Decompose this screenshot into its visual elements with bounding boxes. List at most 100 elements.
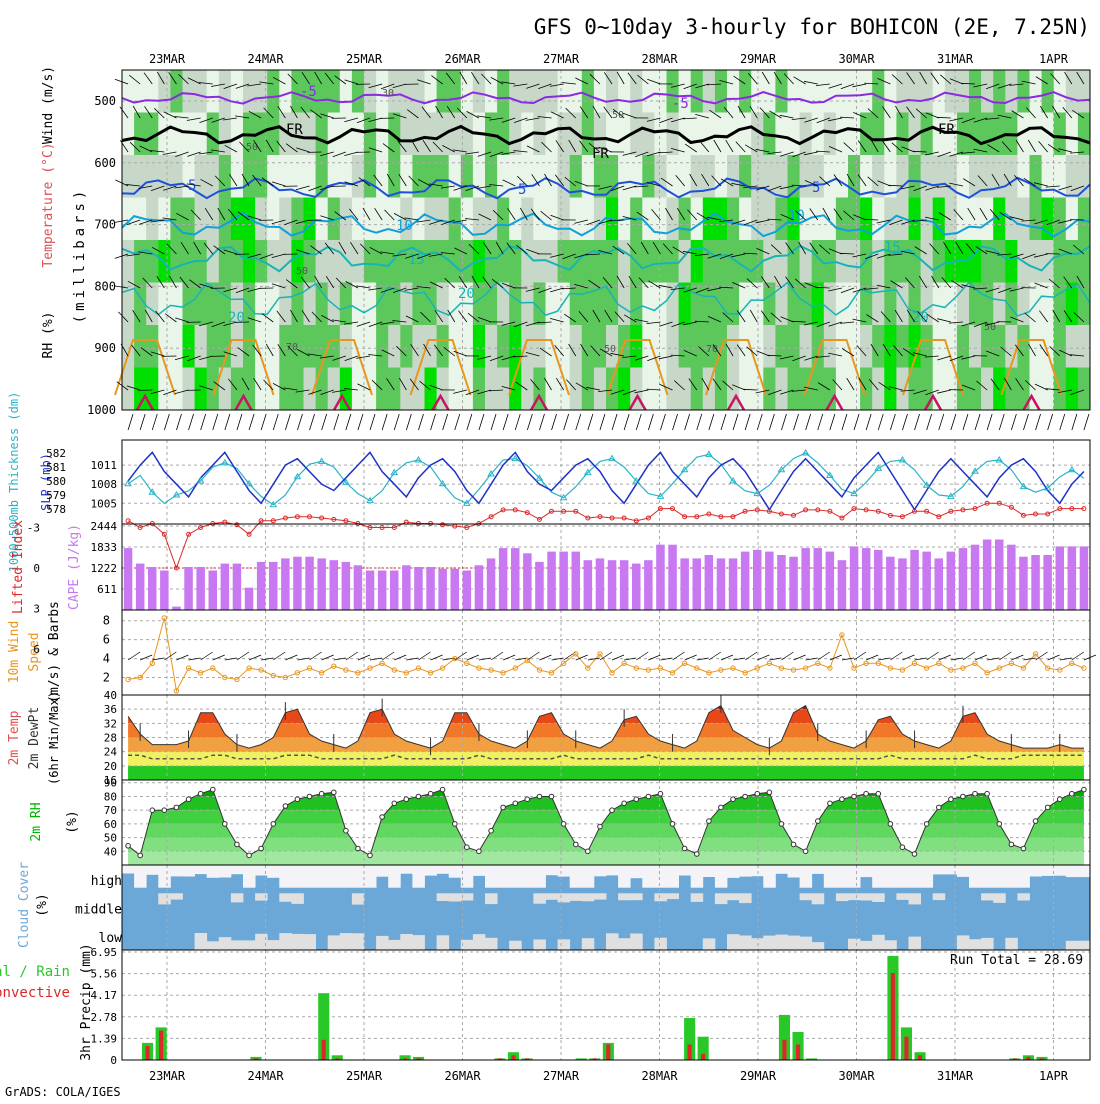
cloud-low-gap <box>207 941 220 950</box>
rh-cell <box>800 283 813 326</box>
rh-cell <box>933 240 946 283</box>
rh-cell <box>146 155 159 198</box>
cloud-high-gap <box>775 865 788 874</box>
wind-barb-10m <box>648 655 660 660</box>
rh-marker <box>416 794 421 799</box>
rh-cell <box>352 283 365 326</box>
li-tick: -3 <box>27 522 40 535</box>
rh-cell <box>122 198 135 241</box>
cape-bar <box>257 562 266 610</box>
cloud-low-gap <box>485 938 498 950</box>
precip-conv-bar <box>146 1046 150 1060</box>
cape-bar <box>814 548 823 610</box>
rh-marker <box>1082 787 1087 792</box>
rh-cell <box>364 198 377 241</box>
surface-barb <box>467 414 472 430</box>
wind-barb-10m <box>503 655 515 660</box>
cloud-high-gap <box>316 865 329 888</box>
rh-marker <box>561 822 566 827</box>
rh-ylabel-1: 2m RH <box>29 802 44 841</box>
rh-marker <box>235 842 240 847</box>
surface-barb <box>164 414 169 430</box>
rh-cell <box>134 240 147 283</box>
rh-marker <box>695 852 700 857</box>
surface-barb <box>370 414 375 430</box>
rh-cell <box>933 155 946 198</box>
cloud-high-gap <box>570 865 583 888</box>
cloud-low-gap <box>872 935 885 950</box>
li-tick: 0 <box>33 562 40 575</box>
surface-barb <box>769 414 774 430</box>
rh-marker <box>162 808 167 813</box>
rh-cell <box>195 325 208 368</box>
rh-cell <box>170 325 183 368</box>
rh-cell <box>328 70 341 113</box>
lifted-index-line <box>128 503 1084 568</box>
rh-marker <box>646 794 651 799</box>
rh-cell <box>679 368 692 411</box>
cloud-low-gap <box>1066 941 1079 950</box>
rh-cell <box>509 70 522 113</box>
surface-barb <box>515 414 520 430</box>
rh-cell <box>848 368 861 411</box>
surface-barb <box>201 414 206 430</box>
precip-tick: 4.17 <box>91 989 118 1002</box>
rh-cell <box>449 155 462 198</box>
rh-cell <box>691 70 704 113</box>
rh-marker <box>1009 842 1014 847</box>
rh-cell <box>896 325 909 368</box>
rh-marker <box>743 794 748 799</box>
date-label-top: 25MAR <box>346 52 383 66</box>
rh-marker <box>295 797 300 802</box>
rh-cell <box>727 70 740 113</box>
surface-barb <box>261 414 266 430</box>
wind-barb-10m <box>612 655 624 660</box>
rh-cell <box>739 198 752 241</box>
rh-cell <box>824 198 837 241</box>
rh-marker <box>755 791 760 796</box>
rh-cell <box>896 70 909 113</box>
date-label-top: 29MAR <box>740 52 777 66</box>
rh-cell <box>316 198 329 241</box>
cloud-high-gap <box>146 865 159 875</box>
cape-bar <box>487 558 496 610</box>
rh-cell <box>558 325 571 368</box>
temp-tick: 32 <box>104 717 117 730</box>
rh-marker <box>707 819 712 824</box>
cloud-high-gap <box>630 865 643 878</box>
cloud-high-gap <box>606 865 619 875</box>
contour-label: FR <box>938 122 955 138</box>
rh-marker <box>465 845 470 850</box>
rh-cell <box>304 113 317 156</box>
cloud-high-gap <box>872 865 885 888</box>
rh-cell <box>497 325 510 368</box>
cloud-middle-gap <box>570 893 583 901</box>
rh-cell <box>304 155 317 198</box>
rh-cell <box>945 283 958 326</box>
contour-label: 5 <box>812 180 820 196</box>
rh-cell <box>570 368 583 411</box>
rh-cell <box>1066 240 1079 283</box>
cape-bar <box>1007 545 1016 610</box>
rh-cell <box>703 70 716 113</box>
date-label-bottom: 27MAR <box>543 1069 580 1083</box>
rh-cell <box>1066 155 1079 198</box>
cloud-low-gap <box>388 940 401 950</box>
rh-marker <box>513 801 518 806</box>
rh-cell <box>158 155 171 198</box>
rh-marker <box>1058 797 1063 802</box>
cloud-high-gap <box>1078 865 1091 877</box>
cloud-middle-gap <box>860 893 873 900</box>
cloud-middle-gap <box>654 893 667 901</box>
rh-cell <box>388 155 401 198</box>
rh-cell <box>921 113 934 156</box>
rh-cell <box>679 283 692 326</box>
contour-label: FR <box>286 122 303 138</box>
rh-tick: 80 <box>104 790 117 803</box>
cape-bar <box>668 545 677 610</box>
rh-cell <box>679 198 692 241</box>
rh-tick: 50 <box>104 832 117 845</box>
surface-barb <box>176 414 181 430</box>
cloud-middle-gap <box>909 893 922 904</box>
rh-marker <box>283 804 288 809</box>
